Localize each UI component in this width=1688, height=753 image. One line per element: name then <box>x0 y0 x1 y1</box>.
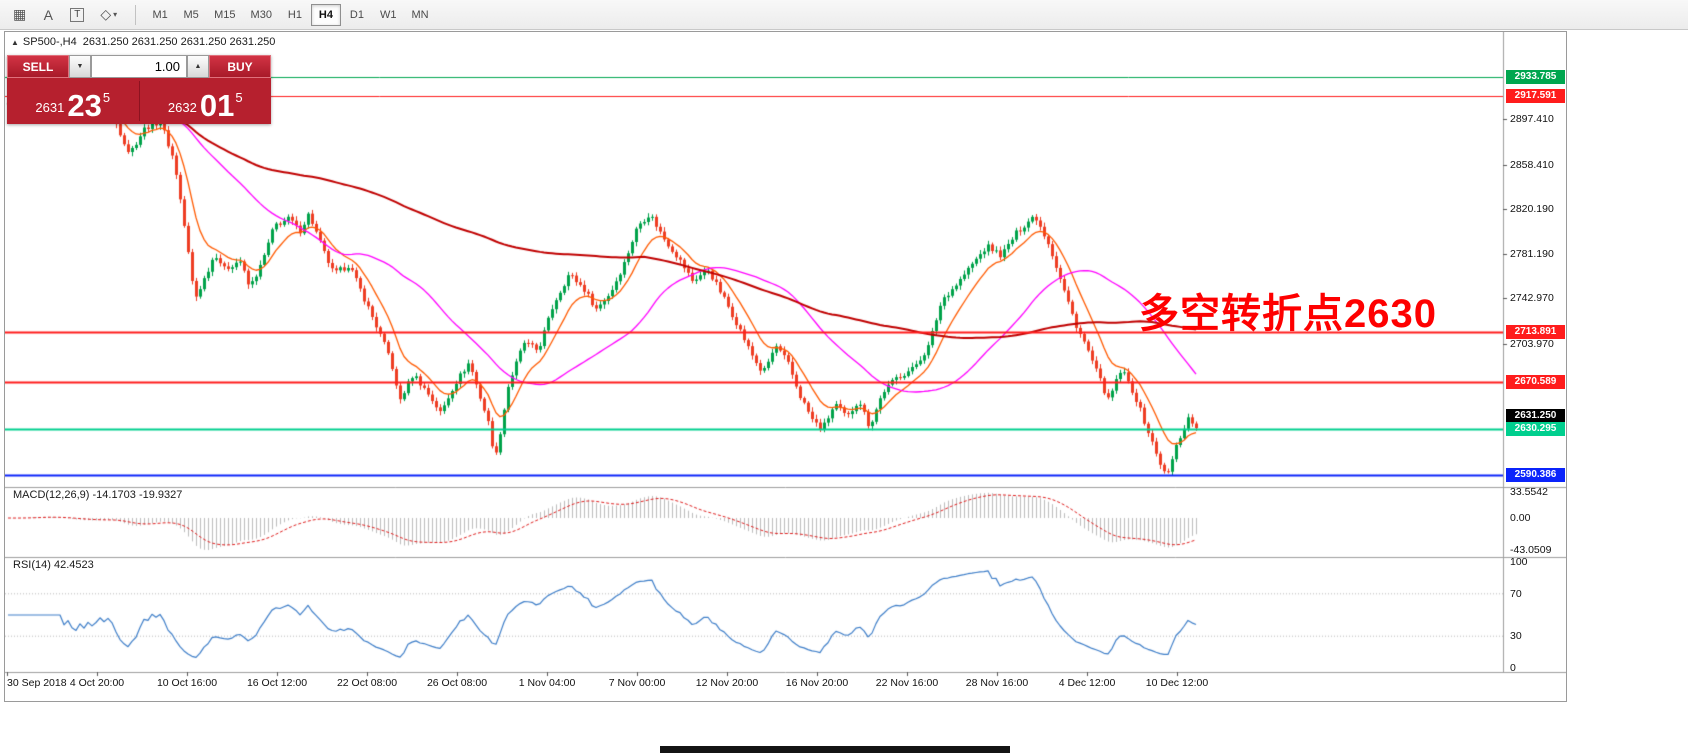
price-level-tag: 2630.295 <box>1506 422 1565 437</box>
drawing-tools-group: ▦ A T ◇ ▾ <box>6 3 126 27</box>
buy-button[interactable]: BUY <box>209 55 271 78</box>
symbol-marker-icon: ▲ <box>11 38 19 47</box>
timeframe-h4[interactable]: H4 <box>310 3 341 26</box>
text-box-tool-icon: T <box>70 7 85 22</box>
bid-price-head: 2631 <box>35 100 65 115</box>
macd-axis-label: -43.0509 <box>1510 544 1552 556</box>
time-axis-label: 26 Oct 08:00 <box>426 677 488 689</box>
chart-title: ▲ SP500-,H4 2631.250 2631.250 2631.250 263… <box>11 36 275 48</box>
volume-increase-button[interactable]: ▲ <box>187 55 209 78</box>
bid-ask-prices: 2631 23 5 2632 01 5 <box>7 78 271 124</box>
price-level-tag: 2590.386 <box>1506 468 1565 483</box>
macd-axis-label: 33.5542 <box>1510 486 1548 498</box>
time-axis-label: 22 Nov 16:00 <box>875 677 939 689</box>
ask-price-head: 2632 <box>167 100 197 115</box>
bid-price-pip: 5 <box>102 90 111 105</box>
price-axis-label: 2781.190 <box>1510 248 1554 261</box>
rsi-axis-label: 100 <box>1510 556 1528 568</box>
time-axis-label: 22 Oct 08:00 <box>336 677 398 689</box>
ask-price-pip: 5 <box>235 90 243 105</box>
ask-price: 2632 01 5 <box>140 78 272 124</box>
time-axis-label: 10 Dec 12:00 <box>1145 677 1209 689</box>
macd-axis-label: 0.00 <box>1510 512 1531 524</box>
time-axis-label: 1 Nov 04:00 <box>518 677 576 689</box>
trade-controls-row: SELL ▼ ▲ BUY <box>7 55 271 78</box>
crosshair-grid-tool-button[interactable]: ▦ <box>6 3 33 27</box>
chart-symbol-label: SP500-,H4 <box>22 36 77 48</box>
time-axis-label: 4 Dec 12:00 <box>1058 677 1116 689</box>
chart-text-annotation: 多空转折点2630 <box>1139 292 1437 336</box>
time-axis-label: 28 Nov 16:00 <box>965 677 1029 689</box>
taskbar-fragment <box>660 746 1010 753</box>
price-level-tag: 2631.250 <box>1506 409 1565 424</box>
toolbar: ▦ A T ◇ ▾ M1 M5 M15 M30 H1 H4 D1 W1 MN <box>0 0 1688 30</box>
rsi-axis-label: 70 <box>1510 587 1522 600</box>
bid-price-big: 23 <box>67 87 102 123</box>
timeframe-mn[interactable]: MN <box>404 4 435 26</box>
timeframe-m1[interactable]: M1 <box>145 4 175 26</box>
rsi-label: RSI(14) <box>13 559 51 571</box>
price-divider <box>138 81 140 121</box>
volume-decrease-button[interactable]: ▼ <box>69 55 91 78</box>
time-axis-label: 16 Nov 20:00 <box>785 677 849 689</box>
rsi-indicator-header: RSI(14) 42.4523 <box>13 559 94 571</box>
rsi-value: 42.4523 <box>53 559 94 571</box>
text-label-tool-button[interactable]: A <box>35 3 61 27</box>
bid-price: 2631 23 5 <box>7 78 139 124</box>
toolbar-separator <box>135 4 137 25</box>
ask-price-big: 01 <box>199 87 235 123</box>
macd-label: MACD(12,26,9) <box>13 489 90 501</box>
price-axis-label: 2897.410 <box>1510 113 1554 126</box>
macd-values: -14.1703 -19.9327 <box>92 489 183 501</box>
price-axis-label: 2703.970 <box>1510 337 1554 350</box>
macd-indicator-header: MACD(12,26,9) -14.1703 -19.9327 <box>13 489 182 501</box>
timeframe-group: M1 M5 M15 M30 H1 H4 D1 W1 MN <box>145 3 436 26</box>
text-label-tool-icon: A <box>43 6 53 23</box>
timeframe-m15[interactable]: M15 <box>207 4 242 26</box>
time-axis-label: 12 Nov 20:00 <box>695 677 759 689</box>
dropdown-caret-icon: ▾ <box>113 10 118 19</box>
price-axis-label: 2742.970 <box>1510 292 1554 305</box>
chart-window: ▲ SP500-,H4 2631.250 2631.250 2631.250 263… <box>4 31 1567 702</box>
price-axis-label: 2858.410 <box>1510 158 1554 171</box>
price-level-tag: 2917.591 <box>1506 88 1565 103</box>
caret-down-icon: ▼ <box>76 63 84 70</box>
time-axis-label: 4 Oct 20:00 <box>69 677 125 689</box>
rsi-axis-label: 0 <box>1510 662 1516 674</box>
text-box-tool-button[interactable]: T <box>63 3 91 27</box>
shapes-tool-button[interactable]: ◇ ▾ <box>93 3 124 27</box>
time-axis-label: 10 Oct 16:00 <box>156 677 218 689</box>
shapes-tool-icon: ◇ <box>100 6 112 22</box>
chart-ohlc-values: 2631.250 2631.250 2631.250 2631.250 <box>82 36 276 48</box>
timeframe-d1[interactable]: D1 <box>342 4 372 26</box>
timeframe-m5[interactable]: M5 <box>176 4 206 26</box>
price-axis-label: 2820.190 <box>1510 202 1554 215</box>
price-level-tag: 2713.891 <box>1506 325 1565 340</box>
time-axis-label: 16 Oct 12:00 <box>246 677 308 689</box>
rsi-axis-label: 30 <box>1510 630 1522 643</box>
crosshair-grid-tool-icon: ▦ <box>13 6 27 22</box>
time-axis-label: 7 Nov 00:00 <box>608 677 666 689</box>
time-axis-label: 30 Sep 2018 <box>7 677 67 689</box>
one-click-trading-panel: SELL ▼ ▲ BUY 2631 23 5 2632 01 5 <box>7 55 271 124</box>
sell-button[interactable]: SELL <box>7 55 69 78</box>
timeframe-h1[interactable]: H1 <box>280 4 310 26</box>
timeframe-m30[interactable]: M30 <box>244 4 279 26</box>
caret-up-icon: ▲ <box>194 63 202 70</box>
price-level-tag: 2933.785 <box>1506 70 1565 85</box>
chart-canvas[interactable] <box>5 32 1566 699</box>
volume-input[interactable] <box>91 55 187 78</box>
timeframe-w1[interactable]: W1 <box>373 4 404 26</box>
price-level-tag: 2670.589 <box>1506 375 1565 390</box>
